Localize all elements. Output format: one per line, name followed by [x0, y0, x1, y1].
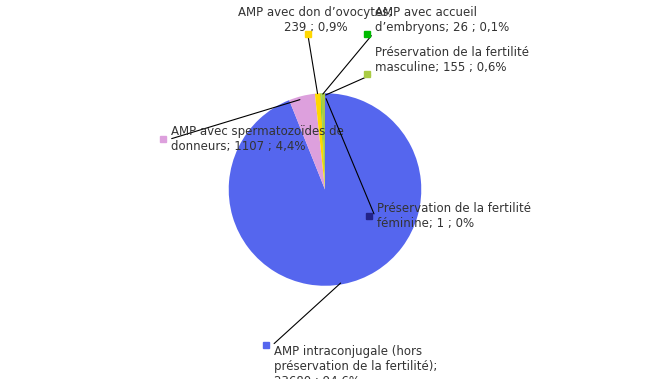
Text: AMP intraconjugale (hors
préservation de la fertilité);
23680 ; 94,6%: AMP intraconjugale (hors préservation de… — [274, 346, 437, 379]
Text: AMP avec spermatozoïdes de
donneurs; 1107 ; 4,4%: AMP avec spermatozoïdes de donneurs; 110… — [171, 125, 344, 153]
Wedge shape — [315, 93, 325, 190]
Text: AMP avec don d’ovocytes;
239 ; 0,9%: AMP avec don d’ovocytes; 239 ; 0,9% — [238, 6, 393, 33]
Text: Préservation de la fertilité
féminine; 1 ; 0%: Préservation de la fertilité féminine; 1… — [377, 202, 531, 230]
Wedge shape — [229, 93, 421, 286]
Wedge shape — [320, 93, 325, 190]
Text: AMP avec accueil
d’embryons; 26 ; 0,1%: AMP avec accueil d’embryons; 26 ; 0,1% — [375, 6, 510, 33]
Text: Préservation de la fertilité
masculine; 155 ; 0,6%: Préservation de la fertilité masculine; … — [375, 46, 529, 74]
Wedge shape — [321, 93, 325, 190]
Wedge shape — [289, 94, 325, 190]
